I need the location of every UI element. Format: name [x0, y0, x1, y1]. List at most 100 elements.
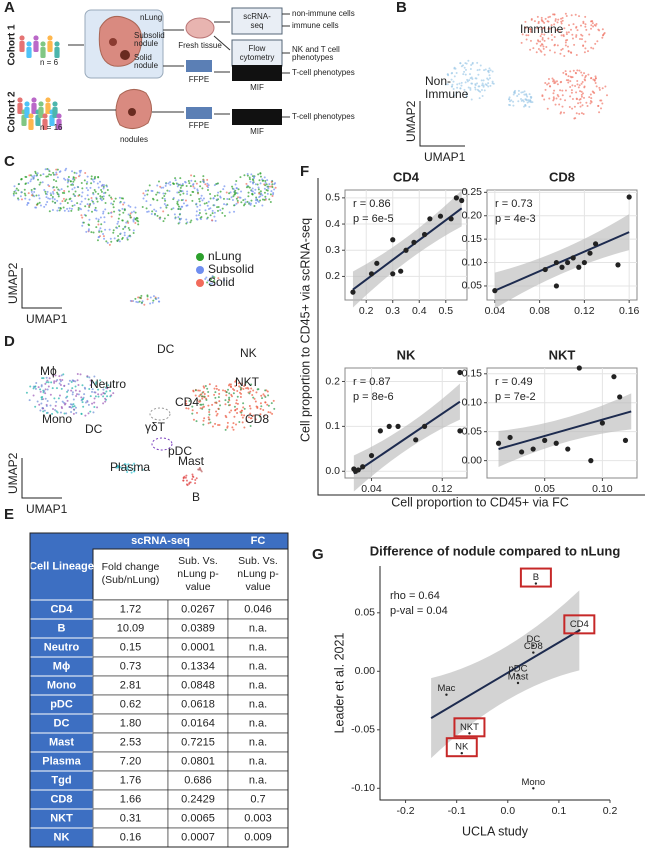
- umap-point: [81, 187, 84, 190]
- umap-point: [122, 211, 125, 214]
- umap-point: [213, 184, 216, 187]
- umap-point: [199, 204, 202, 207]
- umap-point: [64, 169, 67, 172]
- umap-point: [479, 90, 482, 93]
- umap-point: [185, 204, 188, 207]
- umap-point: [214, 391, 217, 394]
- umap-point: [84, 172, 87, 175]
- umap-point: [263, 187, 266, 190]
- umap-point: [116, 239, 119, 242]
- umap-point: [102, 197, 105, 200]
- umap-point: [201, 397, 204, 400]
- umap-point: [95, 209, 98, 212]
- umap-point: [264, 179, 267, 182]
- umap-point: [564, 70, 567, 73]
- umap-point: [26, 203, 29, 206]
- umap-point: [581, 92, 584, 95]
- umap-point: [54, 201, 57, 204]
- umap-point: [35, 194, 38, 197]
- umap-point: [36, 172, 39, 175]
- umap-point: [262, 393, 265, 396]
- umap-point: [193, 187, 196, 190]
- umap-point: [560, 48, 563, 51]
- cluster-label: NKT: [235, 375, 260, 389]
- umap-point: [207, 391, 210, 394]
- umap-point: [53, 380, 56, 383]
- umap-point: [517, 100, 520, 103]
- umap-point: [228, 396, 231, 399]
- umap-point: [80, 208, 83, 211]
- umap-point: [39, 388, 42, 391]
- umap-point: [44, 388, 47, 391]
- umap-point: [469, 87, 472, 90]
- umap-point: [181, 205, 184, 208]
- umap-point: [151, 190, 154, 193]
- umap-point: [55, 168, 58, 171]
- umap-point: [177, 216, 180, 219]
- umap-point: [206, 182, 209, 185]
- umap-point: [209, 214, 212, 217]
- person-body: [40, 47, 46, 58]
- umap-point: [63, 192, 66, 195]
- point: [611, 374, 617, 380]
- umap-point: [179, 193, 182, 196]
- umap-point: [89, 384, 92, 387]
- umap-point: [40, 385, 43, 388]
- umap-point: [45, 405, 48, 408]
- umap-point: [595, 85, 598, 88]
- umap-point: [186, 484, 189, 487]
- umap-point: [270, 402, 273, 405]
- umap-point: [553, 44, 556, 47]
- umap-point: [59, 207, 62, 210]
- umap-point: [201, 199, 204, 202]
- table-cell-text: 0.31: [120, 812, 141, 824]
- person-head: [26, 41, 32, 47]
- umap-point: [78, 174, 81, 177]
- umap-point: [119, 232, 122, 235]
- umap-point: [594, 81, 597, 84]
- umap-point: [205, 202, 208, 205]
- label: MIF: [250, 127, 264, 136]
- umap-point: [102, 210, 105, 213]
- umap-point: [468, 79, 471, 82]
- table-row-label: CD4: [50, 603, 73, 615]
- point: [599, 420, 605, 426]
- person-head: [33, 35, 39, 41]
- umap-point: [474, 86, 477, 89]
- umap-point: [528, 93, 531, 96]
- umap-point: [50, 194, 53, 197]
- umap-point: [583, 72, 586, 75]
- umap-point: [104, 400, 107, 403]
- umap-point: [474, 84, 477, 87]
- umap-point: [165, 206, 168, 209]
- umap-point: [567, 50, 570, 53]
- umap-point: [215, 401, 218, 404]
- umap-point: [189, 185, 192, 188]
- umap-axes: [21, 458, 62, 499]
- umap-point: [584, 23, 587, 26]
- umap-point: [491, 70, 494, 73]
- umap-point: [237, 188, 240, 191]
- umap-point: [539, 35, 542, 38]
- umap-point: [570, 14, 573, 17]
- umap-point: [235, 202, 238, 205]
- label: non-immune cells: [292, 9, 355, 18]
- table-subheader: nLung p-: [237, 568, 279, 580]
- people-icons: [17, 35, 62, 130]
- umap-point: [45, 376, 48, 379]
- umap-point: [483, 89, 486, 92]
- umap-point: [542, 45, 545, 48]
- umap-point: [257, 188, 260, 191]
- mif-image: [232, 109, 282, 125]
- umap-point: [149, 203, 152, 206]
- table-header: FC: [251, 535, 266, 547]
- umap-point: [41, 377, 44, 380]
- umap-point: [219, 209, 222, 212]
- highlight-box: [445, 737, 478, 758]
- umap-point: [209, 278, 212, 281]
- umap-point: [230, 386, 233, 389]
- umap-point: [560, 17, 563, 20]
- umap-point: [192, 182, 195, 185]
- umap-point: [90, 182, 93, 185]
- umap-point: [453, 75, 456, 78]
